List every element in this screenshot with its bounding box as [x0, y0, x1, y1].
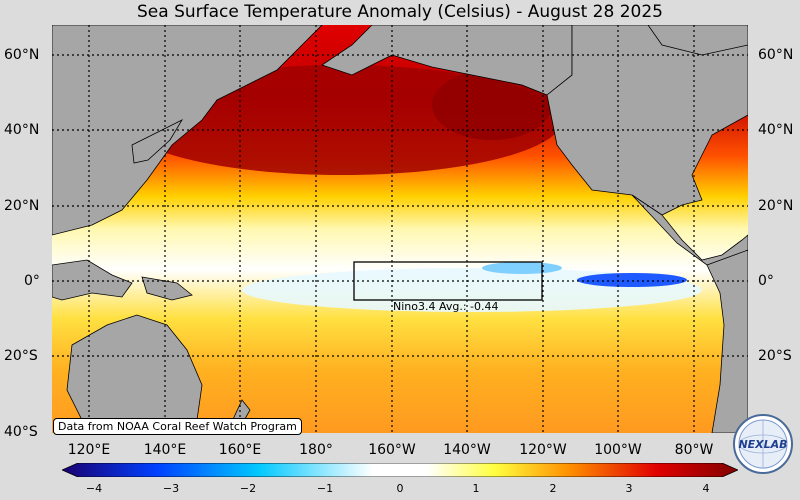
lat-label-left: 40°S	[4, 424, 38, 440]
sst-anomaly-map	[52, 25, 748, 433]
data-credit-label: Data from NOAA Coral Reef Watch Program	[53, 418, 302, 435]
land-south-america	[706, 249, 748, 433]
colorbar-tick: −4	[85, 482, 103, 495]
lon-label: 140°E	[143, 442, 187, 458]
lat-label-left: 60°N	[4, 47, 40, 63]
colorbar-tick: −2	[239, 482, 257, 495]
warm-anomaly-east-pacific	[432, 70, 552, 140]
lon-label: 160°E	[218, 442, 262, 458]
nino34-average-label: Nino3.4 Avg.: -0.44	[393, 300, 499, 313]
colorbar-tick: −3	[162, 482, 180, 495]
colorbar-tick: 4	[702, 482, 710, 495]
colorbar-ramp	[62, 463, 738, 477]
land-new-guinea	[141, 276, 193, 301]
colorbar-tick: 3	[625, 482, 633, 495]
logo-text: NEXLAB	[738, 438, 787, 451]
map-title: Sea Surface Temperature Anomaly (Celsius…	[137, 2, 663, 22]
lat-label-right: 40°N	[758, 122, 794, 138]
lat-label-right: 0°	[758, 273, 774, 289]
nexlab-logo: NEXLAB	[733, 414, 793, 474]
lon-label: 160°W	[368, 442, 416, 458]
graticule	[52, 25, 748, 433]
lat-label-left: 20°N	[4, 198, 40, 214]
lon-label: 120°W	[519, 442, 567, 458]
colorbar	[62, 463, 738, 477]
lat-label-right: 20°N	[758, 198, 794, 214]
colorbar-tick: 2	[549, 482, 557, 495]
land-greenland	[647, 25, 748, 56]
land-indonesia	[52, 259, 133, 301]
lat-label-left: 40°N	[4, 122, 40, 138]
colorbar-tick: −1	[316, 482, 334, 495]
cold-anomaly-central-equator	[482, 262, 562, 274]
lat-label-left: 0°	[24, 273, 40, 289]
lat-label-left: 20°S	[4, 348, 38, 364]
lon-label: 180°	[299, 442, 333, 458]
colorbar-tick: 1	[472, 482, 480, 495]
colorbar-tick: 0	[396, 482, 404, 495]
nino34-box	[353, 261, 543, 301]
lat-label-right: 20°S	[758, 348, 792, 364]
cold-anomaly-east-equator	[577, 273, 687, 287]
lon-label: 140°W	[443, 442, 491, 458]
lon-label: 120°E	[67, 442, 111, 458]
lat-label-right: 60°N	[758, 47, 794, 63]
lon-label: 80°W	[674, 442, 714, 458]
lon-label: 100°W	[594, 442, 642, 458]
